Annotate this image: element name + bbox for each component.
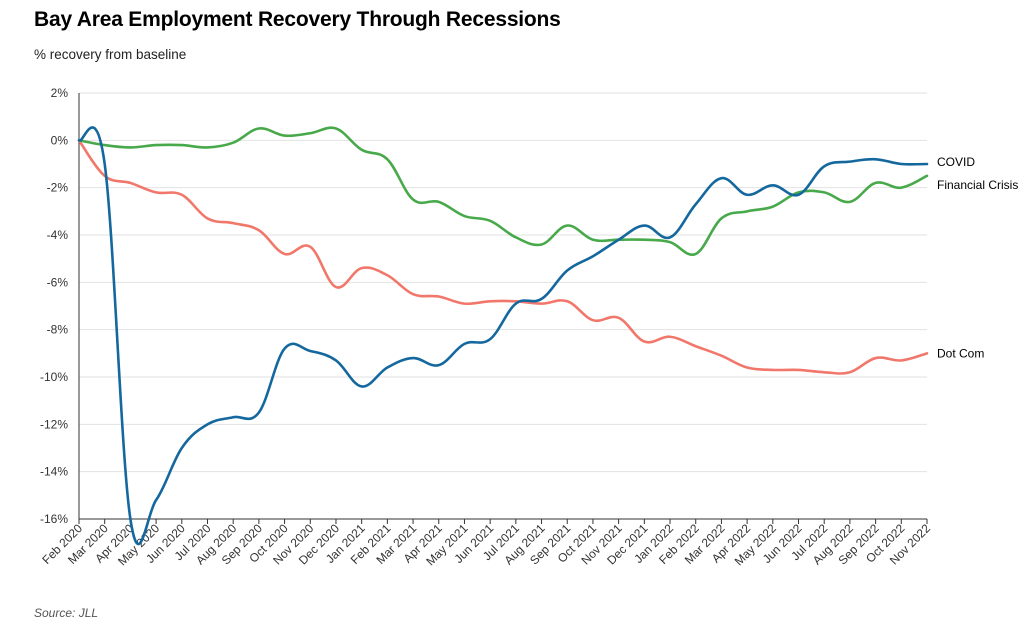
source-note: Source: JLL: [34, 606, 99, 620]
y-tick-label: -4%: [47, 228, 69, 242]
y-tick-label: -16%: [40, 512, 68, 526]
series-label-dot-com: Dot Com: [937, 346, 984, 360]
series-label-financial-crisis: Financial Crisis: [937, 178, 1018, 192]
gridlines: [78, 92, 927, 520]
y-tick-label: -12%: [40, 417, 68, 431]
series-end-labels: Dot Com Financial Crisis COVID: [937, 155, 1018, 360]
series-line-dot-com: [77, 139, 929, 375]
y-tick-label: -2%: [47, 181, 69, 195]
y-axis-ticks: 2% 0% -2% -4% -6% -8% -10% -12% -14% -16%: [40, 86, 68, 526]
y-tick-label: 0%: [51, 133, 69, 147]
chart-title: Bay Area Employment Recovery Through Rec…: [34, 8, 561, 31]
y-tick-label: 2%: [51, 86, 69, 100]
y-tick-label: -8%: [47, 323, 69, 337]
y-tick-label: -10%: [40, 370, 68, 384]
series-lines: [77, 126, 929, 546]
y-tick-label: -14%: [40, 465, 68, 479]
series-label-covid: COVID: [937, 155, 975, 169]
y-tick-label: -6%: [47, 275, 69, 289]
series-line-covid: [77, 126, 929, 546]
chart-subtitle: % recovery from baseline: [34, 47, 187, 62]
series-line-financial-crisis: [77, 126, 929, 257]
